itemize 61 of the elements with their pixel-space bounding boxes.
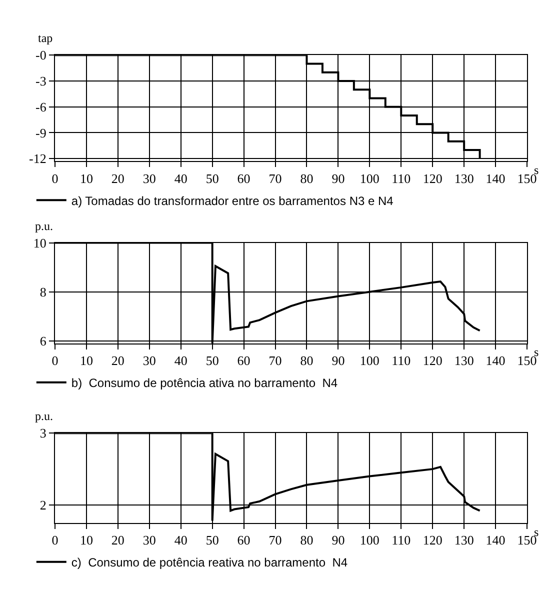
y-axis-title: p.u. bbox=[35, 409, 53, 423]
x-tick-label: 70 bbox=[268, 353, 282, 368]
y-axis-title: tap bbox=[38, 31, 53, 45]
x-tick-label: 130 bbox=[454, 170, 474, 186]
x-tick-label: 120 bbox=[422, 532, 442, 548]
x-tick-label: 130 bbox=[454, 353, 474, 368]
x-tick-label: 100 bbox=[360, 353, 380, 368]
x-tick-label: 10 bbox=[80, 353, 93, 368]
legend-label: c) Consumo de potência reativa no barramento N4 bbox=[71, 556, 348, 570]
x-tick-label: 140 bbox=[486, 353, 506, 368]
x-tick-label: 110 bbox=[392, 353, 411, 368]
x-tick-label: 120 bbox=[422, 170, 442, 186]
x-tick-label: 120 bbox=[422, 353, 442, 368]
x-tick-label: 50 bbox=[206, 532, 219, 548]
x-tick-label: 100 bbox=[360, 170, 380, 186]
y-axis-title: p.u. bbox=[35, 219, 53, 233]
y-tick-label: -3 bbox=[36, 74, 46, 88]
x-tick-label: 90 bbox=[332, 353, 345, 368]
legend-label: b) Consumo de potência ativa no barramento N4 bbox=[71, 376, 338, 390]
x-tick-label: 30 bbox=[142, 532, 156, 548]
x-tick-label: 30 bbox=[142, 170, 156, 186]
x-tick-label: 0 bbox=[52, 353, 58, 368]
x-tick-label: 90 bbox=[332, 532, 345, 548]
x-tick-label: 40 bbox=[174, 353, 188, 368]
x-tick-label: 50 bbox=[206, 170, 219, 186]
x-tick-label: 140 bbox=[486, 170, 506, 186]
x-tick-label: 20 bbox=[111, 170, 124, 186]
x-tick-label: 10 bbox=[80, 532, 93, 548]
x-tick-label: 110 bbox=[392, 532, 411, 548]
x-tick-label: 60 bbox=[237, 170, 250, 186]
legend-label: a) Tomadas do transformador entre os barramentos N3 e N4 bbox=[71, 194, 394, 208]
x-tick-label: 0 bbox=[52, 532, 58, 548]
y-tick-label: -6 bbox=[36, 99, 47, 114]
x-tick-label: 70 bbox=[268, 170, 282, 186]
y-tick-label: -9 bbox=[36, 125, 46, 140]
x-tick-label: 40 bbox=[174, 532, 188, 548]
x-tick-label: 20 bbox=[111, 532, 124, 548]
x-tick-label: 20 bbox=[111, 353, 124, 368]
y-tick-label: 8 bbox=[40, 284, 46, 300]
y-tick-label: 10 bbox=[33, 235, 46, 250]
x-tick-label: 140 bbox=[486, 532, 506, 548]
x-tick-label: 50 bbox=[206, 353, 219, 368]
y-tick-label: 3 bbox=[40, 426, 46, 441]
x-tick-label: 130 bbox=[454, 532, 474, 548]
x-tick-label: 40 bbox=[174, 170, 188, 186]
x-tick-label: 80 bbox=[300, 353, 314, 368]
x-tick-label: 60 bbox=[237, 532, 250, 548]
x-tick-label: 30 bbox=[142, 353, 156, 368]
y-tick-label: 2 bbox=[40, 498, 46, 513]
x-tick-label: 60 bbox=[237, 353, 250, 368]
x-tick-label: 80 bbox=[300, 170, 314, 186]
y-tick-label: -0 bbox=[36, 48, 46, 63]
y-tick-label: -12 bbox=[29, 151, 46, 166]
x-tick-label: 100 bbox=[360, 532, 380, 548]
y-tick-label: 6 bbox=[40, 334, 47, 348]
x-tick-label: 0 bbox=[52, 170, 58, 186]
x-tick-label: 70 bbox=[268, 532, 282, 548]
x-tick-label: 10 bbox=[80, 170, 93, 186]
x-tick-label: 80 bbox=[300, 532, 314, 548]
x-tick-label: 90 bbox=[332, 170, 345, 186]
x-tick-label: 110 bbox=[392, 170, 411, 186]
